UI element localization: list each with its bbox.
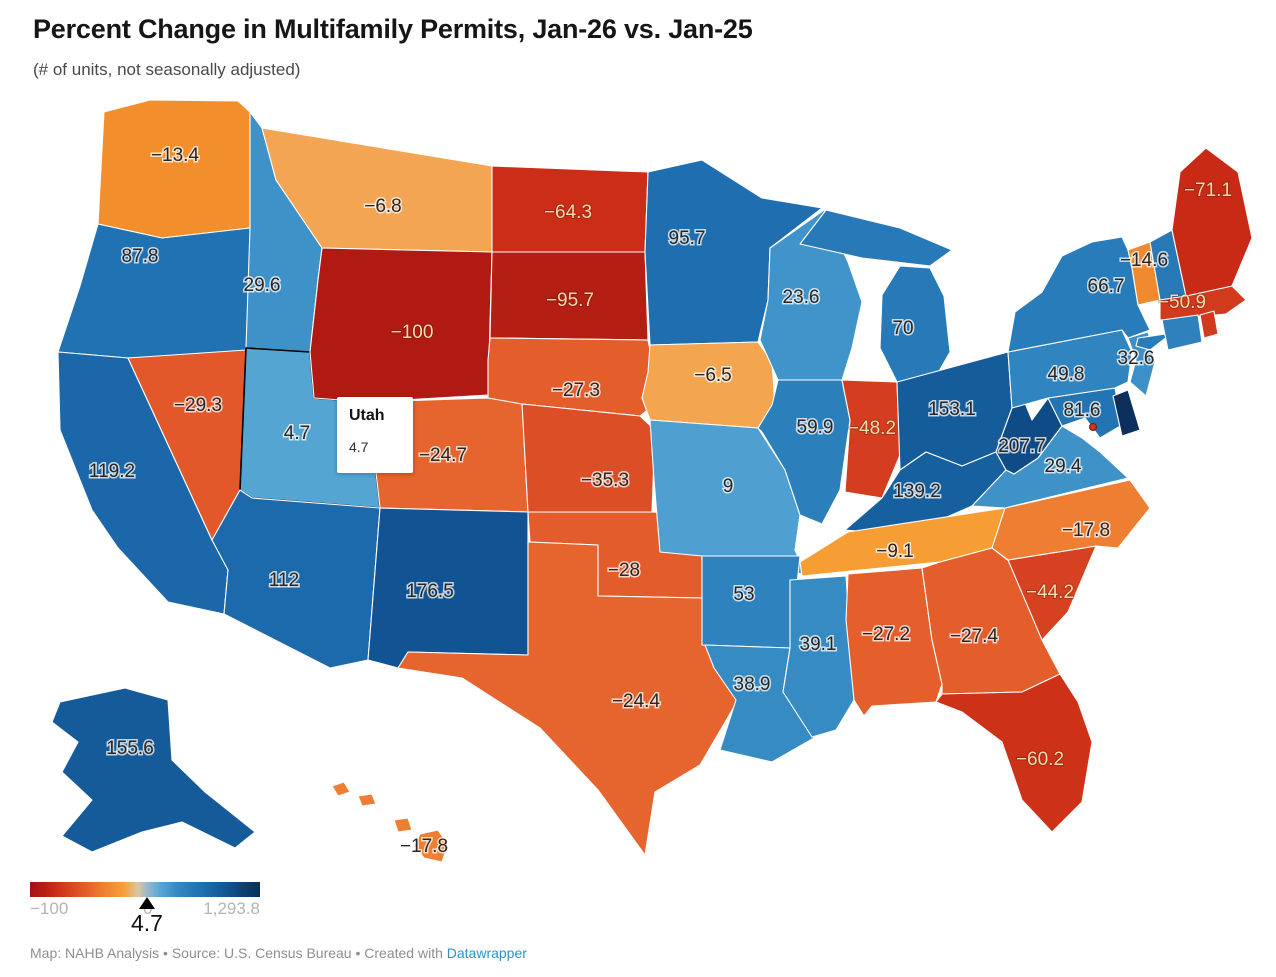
state-HI[interactable] [393,817,413,833]
legend-gradient-bar [30,882,260,897]
hover-tooltip: Utah 4.7 [337,397,413,473]
legend-marker-arrow-icon [139,897,155,909]
state-MI[interactable] [799,209,953,267]
state-AR[interactable] [701,555,801,649]
state-DE[interactable] [1112,389,1141,437]
tooltip-state-name: Utah [349,407,385,424]
footer-text: Map: NAHB Analysis • Source: U.S. Census… [30,945,447,961]
tooltip-state-value: 4.7 [349,439,369,455]
state-PA[interactable] [1007,329,1133,409]
state-AK[interactable] [51,687,256,853]
state-ND[interactable] [491,165,649,253]
state-ME[interactable] [1171,147,1253,297]
page-subtitle: (# of units, not seasonally adjusted) [33,60,301,79]
footer-attribution: Map: NAHB Analysis • Source: U.S. Census… [30,945,527,961]
state-NY[interactable] [1135,332,1173,351]
state-HI[interactable] [331,781,351,797]
state-OR[interactable] [57,223,251,359]
state-IA[interactable] [641,341,776,429]
state-WA[interactable] [97,99,251,239]
legend-marker-value: 4.7 [131,910,163,936]
state-FL[interactable] [935,673,1093,833]
state-WY[interactable] [309,247,493,403]
legend-max-label: 1,293.8 [203,899,260,918]
state-NC[interactable] [991,479,1151,561]
state-HI[interactable] [357,793,377,807]
color-legend: −100 0 1,293.8 4.7 [30,882,260,938]
state-NM[interactable] [367,507,529,669]
state-IN[interactable] [841,379,901,499]
legend-min-label: −100 [30,899,69,918]
states-layer [51,99,1253,863]
state-VT[interactable] [1127,241,1161,306]
page-title: Percent Change in Multifamily Permits, J… [33,14,753,44]
state-MI[interactable] [879,265,951,383]
state-CT[interactable] [1161,314,1203,351]
state-SD[interactable] [489,251,649,341]
state-RI[interactable] [1199,310,1219,339]
state-TX[interactable] [397,541,739,856]
state-DC[interactable] [1089,423,1097,431]
state-HI[interactable] [413,829,449,863]
state-AZ[interactable] [211,489,381,669]
datawrapper-link[interactable]: Datawrapper [446,945,527,961]
state-KS[interactable] [521,403,656,513]
